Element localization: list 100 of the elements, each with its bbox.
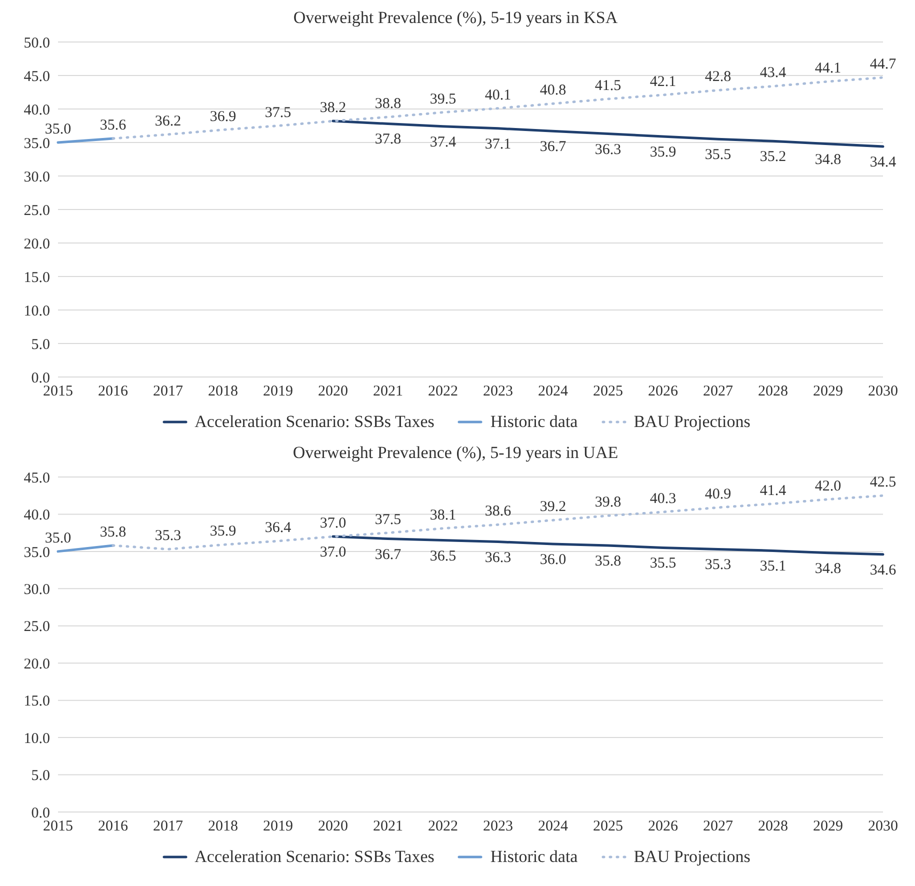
- data-label: 40.3: [650, 490, 676, 507]
- data-label: 42.5: [870, 474, 896, 491]
- data-label: 39.5: [430, 91, 456, 108]
- x-tick-label: 2020: [318, 384, 348, 400]
- data-label: 39.2: [540, 499, 566, 516]
- y-tick-label: 40.0: [24, 508, 50, 524]
- y-tick-label: 5.0: [31, 768, 50, 784]
- y-tick-label: 35.0: [24, 136, 50, 152]
- y-tick-label: 45.0: [24, 68, 50, 85]
- data-label: 35.3: [154, 528, 182, 544]
- y-tick-label: 50.0: [24, 35, 50, 52]
- y-tick-label: 25.0: [24, 619, 50, 636]
- x-tick-label: 2022: [428, 384, 458, 400]
- data-label: 44.7: [870, 56, 897, 73]
- data-label: 40.9: [704, 486, 732, 503]
- y-tick-label: 5.0: [31, 336, 50, 353]
- data-label: 35.3: [704, 557, 732, 574]
- data-label: 35.9: [210, 524, 236, 540]
- y-tick-label: 35.0: [24, 544, 50, 561]
- y-tick-label: 0.0: [31, 370, 50, 386]
- data-label: 36.2: [154, 113, 182, 130]
- data-label: 36.3: [484, 550, 512, 566]
- y-tick-label: 20.0: [24, 656, 50, 672]
- x-tick-label: 2020: [318, 818, 348, 835]
- x-tick-label: 2019: [263, 818, 293, 835]
- data-label: 34.4: [870, 154, 897, 171]
- x-tick-label: 2030: [868, 818, 898, 835]
- data-label: 37.5: [374, 512, 402, 528]
- x-tick-label: 2018: [208, 384, 238, 400]
- data-label: 39.8: [594, 494, 622, 511]
- y-tick-label: 10.0: [24, 730, 50, 747]
- data-label: 37.8: [374, 132, 402, 148]
- legend-label: Historic data: [490, 847, 578, 867]
- data-label: 35.8: [594, 553, 622, 570]
- data-label: 35.6: [100, 117, 127, 134]
- x-tick-label: 2029: [813, 818, 843, 835]
- chart-title: Overweight Prevalence (%), 5-19 years in UAE: [292, 443, 620, 464]
- data-label: 42.1: [650, 74, 676, 90]
- y-tick-label: 10.0: [24, 303, 50, 320]
- data-label: 44.1: [814, 60, 842, 77]
- x-tick-label: 2024: [538, 818, 568, 835]
- data-label: 35.9: [650, 144, 676, 160]
- data-label: 38.6: [484, 504, 512, 520]
- data-label: 34.8: [814, 152, 842, 168]
- x-tick-label: 2028: [758, 818, 788, 835]
- data-label: 35.5: [704, 147, 732, 164]
- x-tick-label: 2026: [648, 818, 678, 835]
- x-tick-label: 2027: [703, 818, 734, 835]
- data-label: 36.7: [374, 546, 402, 563]
- data-label: 36.0: [540, 552, 566, 568]
- data-label: 41.5: [594, 78, 622, 94]
- data-label: 40.1: [484, 87, 512, 104]
- y-tick-label: 25.0: [24, 202, 50, 219]
- x-tick-label: 2023: [483, 384, 513, 400]
- x-tick-label: 2025: [593, 818, 623, 835]
- data-label: 37.0: [320, 544, 346, 561]
- data-label: 35.2: [760, 149, 786, 166]
- data-label: 35.5: [650, 556, 676, 572]
- data-label: 37.0: [320, 516, 346, 532]
- data-label: 42.0: [814, 478, 842, 494]
- data-label: 36.3: [594, 142, 622, 158]
- legend-label: Historic data: [490, 412, 578, 432]
- y-tick-label: 40.0: [24, 102, 50, 118]
- x-tick-label: 2025: [593, 384, 623, 400]
- x-tick-label: 2021: [373, 818, 403, 835]
- x-tick-label: 2018: [208, 818, 238, 835]
- data-label: 36.4: [264, 520, 292, 536]
- x-tick-label: 2019: [263, 384, 293, 400]
- y-tick-label: 45.0: [24, 470, 50, 486]
- y-tick-label: 15.0: [24, 694, 50, 710]
- data-label: 34.8: [814, 560, 842, 577]
- y-tick-label: 30.0: [24, 169, 50, 186]
- x-tick-label: 2023: [483, 818, 513, 835]
- x-tick-label: 2016: [98, 384, 128, 400]
- x-tick-label: 2015: [43, 384, 73, 400]
- data-label: 36.9: [210, 108, 236, 125]
- data-label: 40.8: [540, 82, 566, 99]
- legend-label: BAU Projections: [634, 847, 750, 867]
- x-tick-label: 2030: [868, 384, 898, 400]
- data-label: 43.4: [760, 65, 787, 82]
- data-label: 38.1: [430, 507, 456, 524]
- x-tick-label: 2029: [813, 384, 843, 400]
- x-tick-label: 2021: [373, 384, 403, 400]
- y-tick-label: 30.0: [24, 582, 50, 598]
- x-tick-label: 2024: [538, 384, 568, 400]
- data-label: 36.5: [430, 548, 456, 564]
- data-label: 37.1: [484, 136, 512, 152]
- data-label: 37.4: [430, 134, 457, 150]
- y-tick-label: 15.0: [24, 270, 50, 286]
- data-label: 35.0: [44, 530, 72, 546]
- legend-label: Acceleration Scenario: SSBs Taxes: [194, 847, 434, 867]
- data-label: 35.0: [44, 122, 72, 138]
- x-tick-label: 2027: [703, 384, 734, 400]
- x-tick-label: 2028: [758, 384, 788, 400]
- data-label: 36.7: [540, 139, 567, 156]
- x-tick-label: 2015: [43, 818, 73, 835]
- data-label: 42.8: [704, 69, 732, 86]
- data-label: 34.6: [870, 562, 897, 578]
- x-tick-label: 2016: [98, 818, 128, 835]
- x-tick-label: 2022: [428, 818, 458, 835]
